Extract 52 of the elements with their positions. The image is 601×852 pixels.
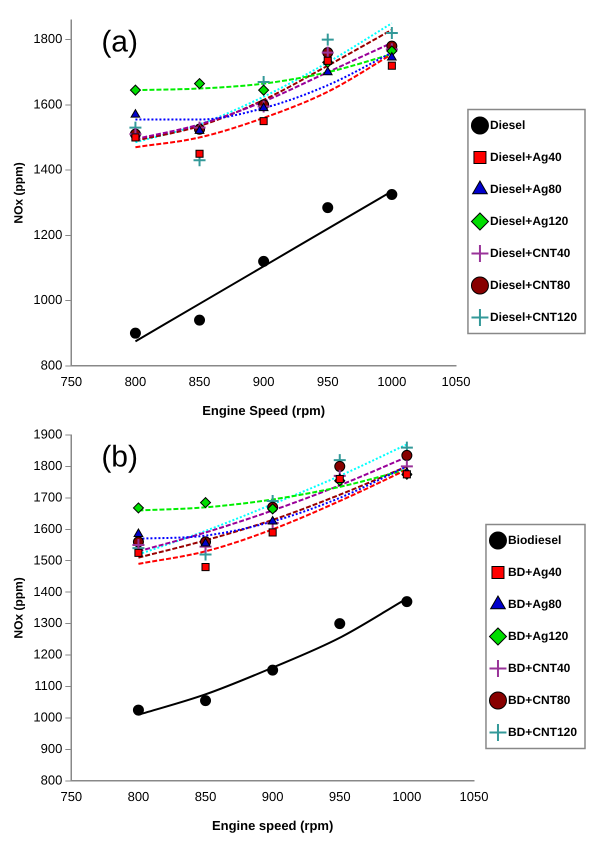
y-tick-label: 1500	[33, 552, 62, 568]
y-axis-title: NOx (ppm)	[12, 162, 26, 224]
legend-label: Diesel+Ag120	[490, 214, 569, 228]
legend-label: Diesel+CNT40	[490, 246, 571, 260]
x-tick-label: 750	[60, 789, 82, 804]
legend-label: BD+CNT40	[508, 660, 571, 675]
x-tick-label: 850	[194, 789, 216, 804]
annotation: (a)	[101, 25, 138, 58]
annotation: (b)	[101, 440, 138, 474]
x-tick-label: 800	[128, 789, 150, 804]
x-tick-label: 1000	[392, 789, 422, 804]
y-tick-label: 1600	[33, 520, 62, 536]
x-axis-title: Engine speed (rpm)	[212, 818, 334, 833]
x-tick-label: 1050	[460, 789, 488, 804]
y-tick-label: 1700	[33, 489, 62, 504]
legend-label: BD+CNT80	[508, 692, 571, 707]
y-tick-label: 1200	[33, 646, 62, 662]
y-tick-label: 1800	[33, 31, 62, 46]
legend-label: Diesel+CNT120	[490, 310, 578, 324]
y-tick-label: 1400	[33, 162, 62, 177]
legend-label: Diesel+Ag80	[490, 182, 562, 196]
y-tick-label: 1100	[34, 678, 62, 694]
legend-label: BD+Ag120	[508, 628, 569, 643]
legend-label: BD+Ag40	[508, 564, 562, 579]
x-tick-label: 950	[328, 789, 351, 804]
x-tick-label: 900	[252, 374, 274, 390]
y-tick-label: 800	[40, 772, 62, 788]
x-tick-label: 800	[124, 374, 146, 390]
y-tick-label: 1000	[33, 292, 62, 308]
x-tick-label: 900	[262, 789, 284, 804]
y-tick-label: 1900	[33, 426, 62, 442]
legend-label: Diesel	[490, 118, 526, 132]
legend-label: Diesel+CNT80	[490, 278, 571, 292]
x-axis-title: Engine Speed (rpm)	[202, 402, 326, 418]
x-tick-label: 950	[316, 374, 339, 390]
y-tick-label: 1400	[33, 584, 62, 599]
x-tick-label: 1000	[377, 374, 406, 390]
legend-label: Diesel+Ag40	[490, 150, 562, 164]
x-tick-label: 1050	[441, 374, 470, 390]
y-tick-label: 800	[40, 357, 62, 372]
y-tick-label: 1600	[33, 96, 62, 112]
x-tick-label: 750	[60, 374, 82, 390]
legend-label: BD+CNT120	[508, 724, 578, 739]
y-tick-label: 1300	[33, 615, 62, 630]
y-tick-label: 900	[40, 740, 62, 756]
y-axis-title: NOx (ppm)	[12, 577, 26, 639]
y-tick-label: 1000	[33, 710, 62, 725]
legend-label: Biodiesel	[508, 532, 562, 547]
x-tick-label: 850	[188, 374, 210, 390]
y-tick-label: 1200	[33, 226, 62, 242]
y-tick-label: 1800	[33, 458, 62, 474]
legend-label: BD+Ag80	[508, 596, 562, 611]
